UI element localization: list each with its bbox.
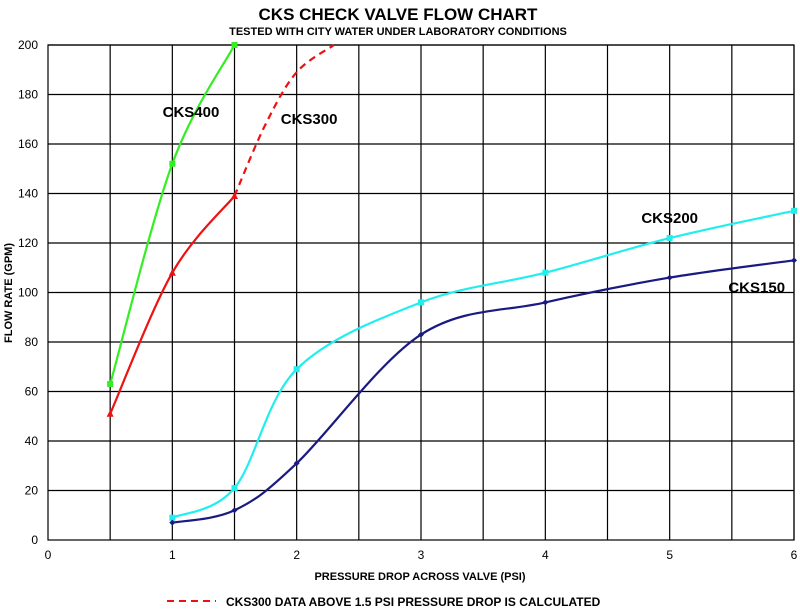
y-tick-label: 180 xyxy=(18,88,38,102)
cks400-marker xyxy=(169,160,176,167)
y-tick-label: 40 xyxy=(25,434,39,448)
y-tick-label: 200 xyxy=(18,38,38,52)
x-tick-label: 5 xyxy=(666,548,673,562)
legend: CKS300 DATA ABOVE 1.5 PSI PRESSURE DROP … xyxy=(167,595,601,609)
cks150-marker xyxy=(231,507,238,514)
cks300-line xyxy=(109,195,236,415)
legend-label: CKS300 DATA ABOVE 1.5 PSI PRESSURE DROP … xyxy=(226,595,601,609)
cks200-marker xyxy=(418,299,424,306)
cks300-label: CKS300 xyxy=(281,111,338,128)
x-tick-label: 1 xyxy=(169,548,176,562)
x-tick-label: 0 xyxy=(45,548,52,562)
cks400-label: CKS400 xyxy=(163,104,220,121)
y-tick-label: 160 xyxy=(18,137,38,151)
cks400-marker xyxy=(107,381,114,388)
cks150-marker xyxy=(418,331,424,338)
cks300-marker xyxy=(106,409,114,417)
y-tick-label: 0 xyxy=(31,533,38,547)
y-tick-label: 60 xyxy=(25,385,39,399)
cks400-marker xyxy=(231,42,238,48)
grid xyxy=(47,44,795,541)
y-tick-label: 140 xyxy=(18,187,38,201)
cks200-marker xyxy=(791,207,797,214)
x-tick-label: 2 xyxy=(293,548,300,562)
cks200-label: CKS200 xyxy=(641,210,698,227)
y-tick-label: 80 xyxy=(25,335,39,349)
y-tick-label: 100 xyxy=(18,286,38,300)
cks150-marker xyxy=(169,519,176,526)
chart-title: CKS CHECK VALVE FLOW CHART xyxy=(259,5,539,24)
series-labels: CKS400 CKS300 CKS200 CKS150 xyxy=(163,104,785,297)
x-axis-label: PRESSURE DROP ACROSS VALVE (PSI) xyxy=(314,571,525,583)
y-tick-label: 20 xyxy=(25,484,39,498)
chart-subtitle: TESTED WITH CITY WATER UNDER LABORATORY … xyxy=(229,26,567,38)
cks200-marker xyxy=(231,485,238,492)
cks400-line xyxy=(109,44,236,385)
cks150-label: CKS150 xyxy=(728,280,785,297)
x-tick-label: 6 xyxy=(791,548,798,562)
plot-frame xyxy=(47,44,795,541)
cks200-marker xyxy=(666,235,673,242)
cks150-marker xyxy=(791,257,797,264)
cks200-marker xyxy=(542,269,549,276)
series xyxy=(106,42,797,526)
cks200-marker xyxy=(169,514,176,521)
cks200-marker xyxy=(293,366,300,373)
cks150-marker xyxy=(293,460,300,467)
cks300-marker xyxy=(168,268,176,276)
y-axis-label: FLOW RATE (GPM) xyxy=(3,243,15,343)
x-tick-label: 3 xyxy=(418,548,425,562)
cks300-marker xyxy=(231,191,238,199)
y-tick-label: 120 xyxy=(18,236,38,250)
x-tick-label: 4 xyxy=(542,548,549,562)
cks150-marker xyxy=(666,274,673,281)
cks150-marker xyxy=(542,299,549,306)
